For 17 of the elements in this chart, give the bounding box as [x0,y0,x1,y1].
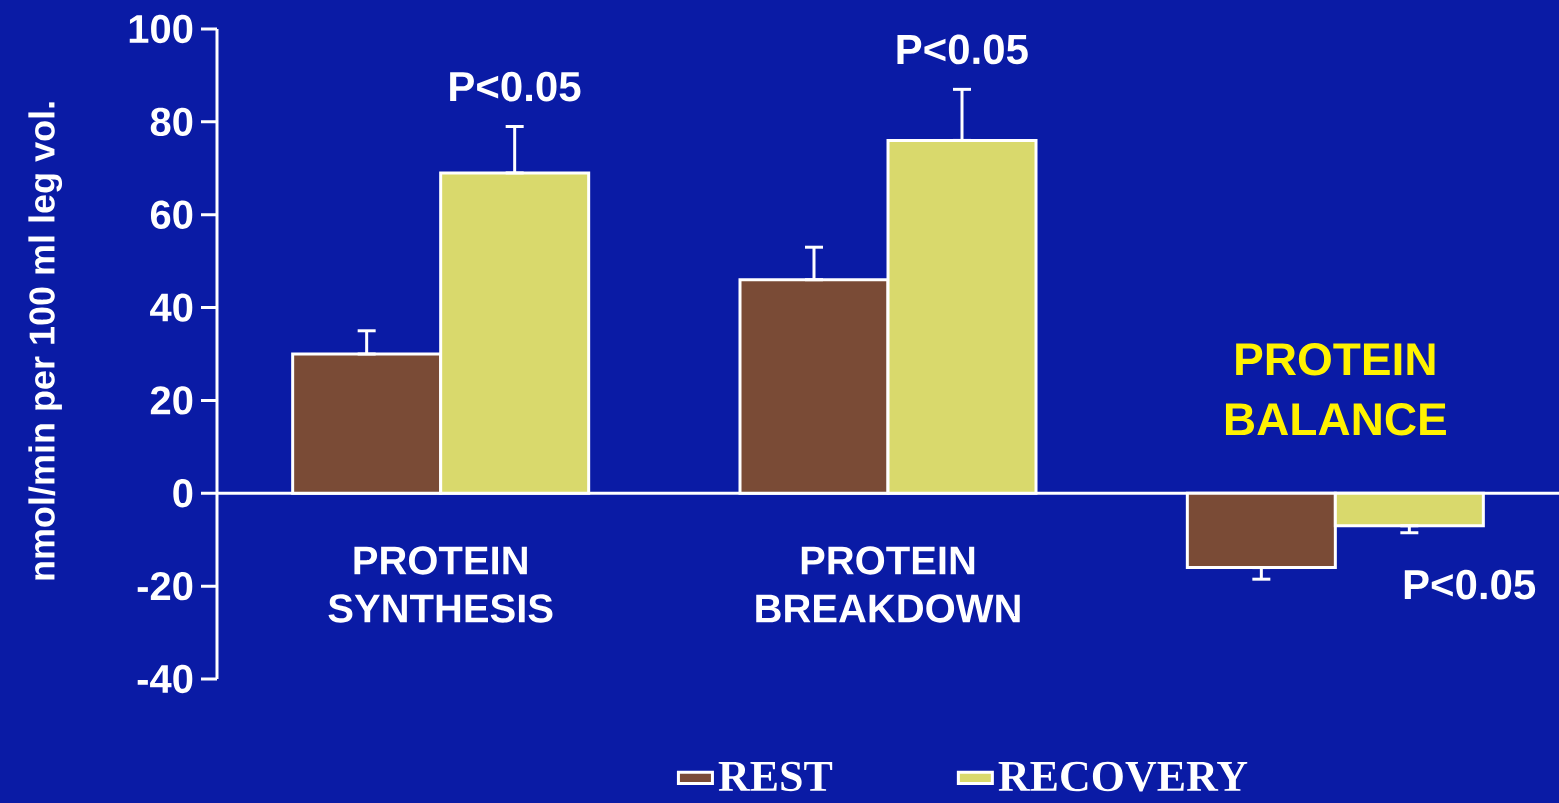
y-axis-title: nmol/min per 100 ml leg vol. [28,102,63,580]
legend-label: RECOVERY [998,761,1248,792]
y-tick-label: 0 [173,479,193,508]
legend-label: REST [718,761,833,792]
annotation: P<0.05 [450,71,581,102]
annotation: P<0.05 [1404,569,1536,600]
y-tick-label: 40 [150,293,193,322]
y-tick-label: 100 [129,14,193,44]
y-tick-label: -20 [137,571,193,601]
y-tick-label: 20 [150,386,193,415]
y-tick-label: -40 [137,664,193,694]
y-tick-label: 80 [150,107,193,137]
y-tick-label: 60 [150,200,193,229]
x-tick-label: PROTEIN SYNTHESIS [328,546,553,623]
x-tick-label: PROTEIN BALANCE [1225,342,1446,436]
x-tick-label: PROTEIN BREAKDOWN [756,546,1020,623]
annotation: P<0.05 [897,34,1028,65]
